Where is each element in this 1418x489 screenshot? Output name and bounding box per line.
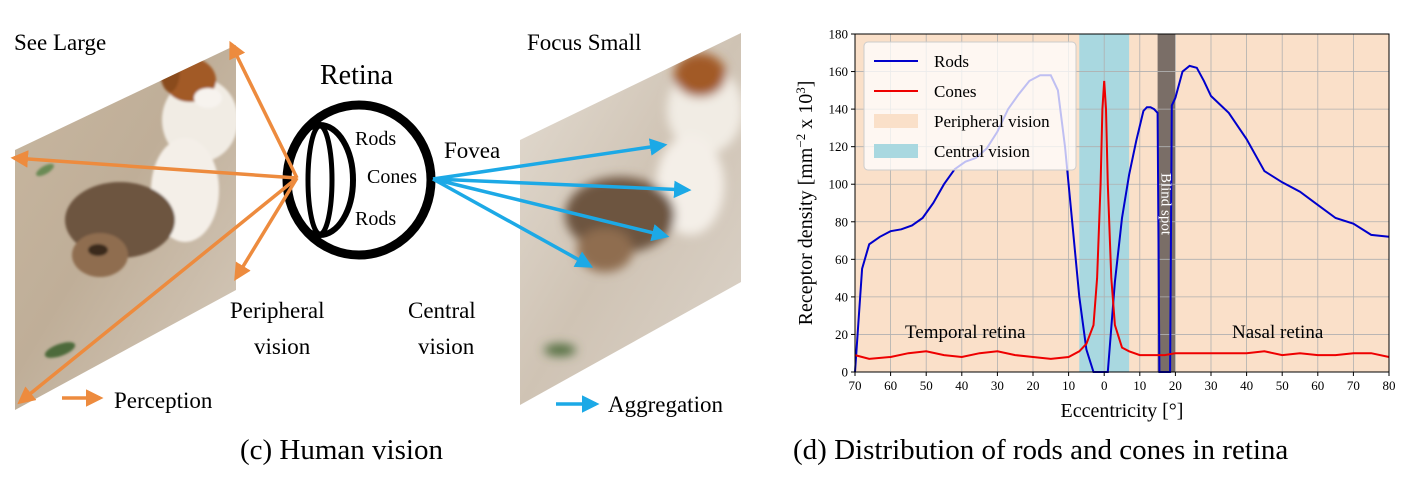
aggregation-arrows: [432, 138, 692, 268]
x-tick-label: 20: [1027, 378, 1040, 393]
y-tick-label: 20: [835, 327, 848, 342]
x-tick-label: 70: [1347, 378, 1360, 393]
x-tick-label: 80: [1383, 378, 1396, 393]
x-tick-label: 40: [1240, 378, 1253, 393]
legend-central-label: Central vision: [934, 142, 1030, 161]
temporal-retina-annotation: Temporal retina: [905, 322, 1026, 343]
y-tick-label: 180: [829, 27, 849, 42]
x-tick-label: 10: [1133, 378, 1146, 393]
y-tick-label: 80: [835, 214, 848, 229]
dog-cat-photo-sharp: [15, 45, 236, 410]
y-tick-label: 140: [829, 102, 849, 117]
focus-small-label: Focus Small: [527, 30, 641, 55]
lens-inner: [305, 123, 335, 237]
y-tick-label: 120: [829, 139, 849, 154]
central-vision-label-line1: Central: [408, 298, 476, 323]
x-tick-label: 40: [955, 378, 968, 393]
perception-arrows: [10, 40, 299, 405]
aggregation-legend-label: Aggregation: [608, 392, 723, 417]
plot-frame: [854, 33, 1390, 373]
cones-series-line: [854, 80, 1390, 360]
perception-legend-label: Perception: [114, 388, 213, 413]
caption-d: (d) Distribution of rods and cones in re…: [793, 434, 1288, 466]
fovea-label: Fovea: [444, 138, 500, 163]
rods-bottom-label: Rods: [355, 208, 396, 230]
y-tick-label: 100: [829, 177, 849, 192]
legend-rods-label: Rods: [934, 52, 969, 71]
x-tick-label: 20: [1169, 378, 1182, 393]
legend-box: [863, 41, 1077, 171]
x-tick-label: 30: [1205, 378, 1218, 393]
dog-cat-photo-blurred: [520, 33, 741, 405]
legend-central-swatch: [874, 144, 918, 158]
see-large-label: See Large: [14, 30, 106, 55]
x-tick-label: 50: [920, 378, 933, 393]
central-vision-label-line2: vision: [418, 334, 475, 359]
human-vision-diagram: See Large Focus Small Retina Rods Cones …: [10, 30, 741, 466]
cones-label: Cones: [367, 166, 417, 188]
y-tick-label: 40: [835, 289, 848, 304]
legend-peripheral-swatch: [874, 114, 918, 128]
rods-top-label: Rods: [355, 128, 396, 150]
peripheral-vision-label-line1: Peripheral: [230, 298, 325, 323]
x-tick-label: 70: [849, 378, 862, 393]
x-tick-label: 50: [1276, 378, 1289, 393]
x-tick-label: 0: [1101, 378, 1108, 393]
caption-c: (c) Human vision: [240, 434, 443, 466]
x-tick-label: 60: [1311, 378, 1324, 393]
eye-retina-diagram: Retina Rods Cones Rods Fovea: [282, 60, 500, 260]
peripheral-vision-label-line2: vision: [254, 334, 311, 359]
x-tick-label: 30: [991, 378, 1004, 393]
x-tick-label: 60: [884, 378, 897, 393]
x-tick-label: 10: [1062, 378, 1075, 393]
blind-spot-annotation: Blind spot: [1158, 173, 1174, 236]
legend-cones-label: Cones: [934, 82, 977, 101]
nasal-retina-annotation: Nasal retina: [1232, 322, 1324, 343]
y-tick-label: 160: [829, 64, 849, 79]
retina-label: Retina: [320, 60, 394, 91]
y-tick-label: 0: [842, 365, 849, 380]
x-axis-label: Eccentricity [°]: [1061, 400, 1184, 422]
y-tick-label: 60: [835, 252, 848, 267]
y-axis-label: Receptor density [mm−2 x 103]: [793, 81, 817, 326]
legend-peripheral-label: Peripheral vision: [934, 112, 1050, 131]
rods-cones-chart: 70 60 50 40 30 20 10 0 10 20 30 40 50 60 70 80020406080…: [793, 27, 1396, 423]
